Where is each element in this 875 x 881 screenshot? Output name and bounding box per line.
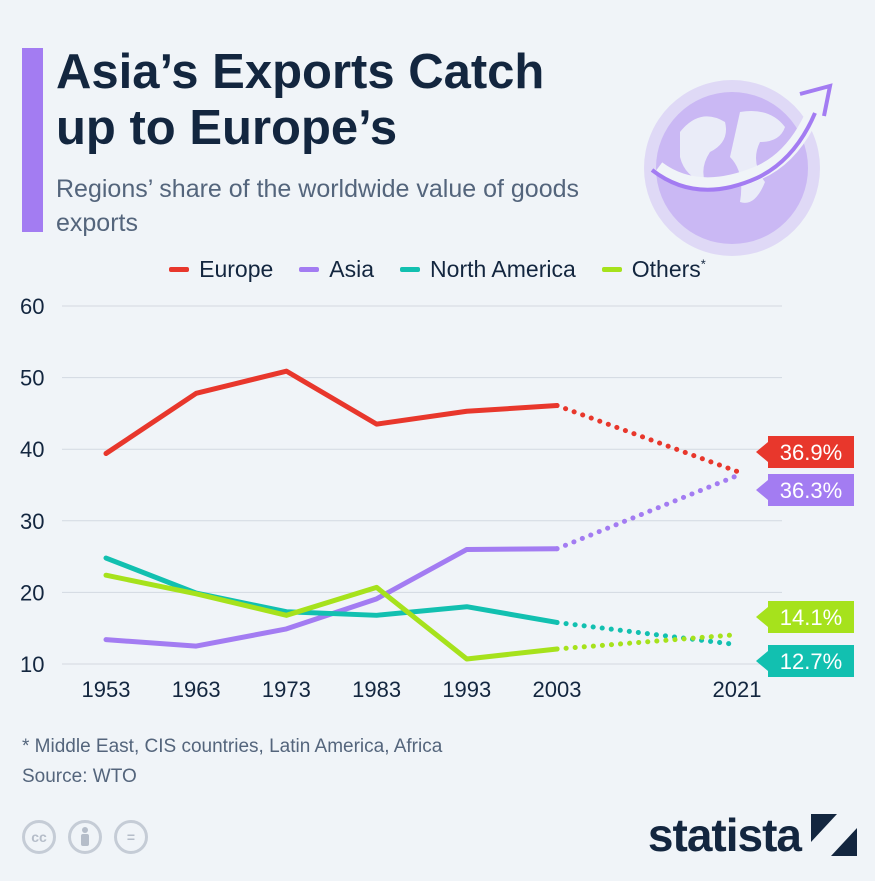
series-projection-north-america [554, 619, 740, 648]
legend-label-others: Others [631, 256, 701, 282]
globe-with-arrow-icon [644, 80, 833, 256]
chart-footnote: * Middle East, CIS countries, Latin Amer… [22, 736, 443, 757]
legend-item-asia: Asia [299, 256, 374, 283]
no-derivatives-icon[interactable]: = [114, 820, 148, 854]
y-tick-label: 10 [20, 652, 44, 677]
y-tick-label: 30 [20, 509, 44, 534]
legend-item-north-america: North America [400, 256, 576, 283]
creative-commons-icon[interactable]: cc [22, 820, 56, 854]
x-tick-label: 1993 [442, 677, 491, 702]
statista-logo-icon [811, 814, 857, 856]
end-label-europe: 36.9% [756, 436, 854, 468]
x-tick-label: 1983 [352, 677, 401, 702]
end-label-box [768, 474, 854, 506]
series-line-europe [103, 368, 560, 456]
end-label-text: 12.7% [780, 649, 842, 674]
x-tick-label: 1963 [172, 677, 221, 702]
series-line-others [103, 572, 560, 662]
legend-label-europe: Europe [199, 256, 274, 282]
legend-swatch-asia [299, 267, 320, 272]
x-tick-label: 1973 [262, 677, 311, 702]
legend-swatch-europe [169, 267, 190, 272]
chart-source: Source: WTO [22, 766, 137, 787]
end-label-pointer [756, 607, 768, 627]
x-tick-label: 2021 [713, 677, 762, 702]
brand-name: statista [647, 809, 802, 861]
y-tick-label: 40 [20, 437, 44, 462]
y-tick-label: 50 [20, 366, 44, 391]
x-tick-label: 2003 [533, 677, 582, 702]
end-label-text: 36.9% [780, 440, 842, 465]
end-label-box [768, 601, 854, 633]
y-tick-label: 60 [20, 294, 44, 319]
end-label-box [768, 436, 854, 468]
legend-swatch-others [601, 267, 622, 272]
legend-label-asia: Asia [329, 256, 375, 282]
legend-item-others: Others* [601, 256, 706, 283]
series-line-north-america [103, 555, 560, 625]
end-label-pointer [756, 651, 768, 671]
series-line-asia [103, 546, 560, 649]
page-title: Asia’s Exports Catch up to Europe’s [56, 45, 545, 155]
series-projection-others [554, 632, 740, 652]
attribution-icon[interactable] [68, 820, 102, 854]
page-subtitle: Regions’ share of the worldwide value of… [56, 175, 579, 237]
chart-legend: Europe Asia North America Others* [0, 256, 875, 283]
end-label-asia: 36.3% [756, 474, 854, 506]
statista-logo[interactable]: statista [648, 808, 857, 862]
end-label-pointer [756, 480, 768, 500]
y-tick-label: 20 [20, 580, 44, 605]
end-label-text: 36.3% [780, 478, 842, 503]
end-label-north-america: 12.7% [756, 645, 854, 677]
license-icons: cc = [22, 820, 148, 854]
end-label-box [768, 645, 854, 677]
x-tick-label: 1953 [82, 677, 131, 702]
legend-item-europe: Europe [169, 256, 273, 283]
accent-bar [22, 48, 43, 232]
end-label-pointer [756, 442, 768, 462]
line-chart: 10 20 30 40 50 60 1953 1963 1973 1983 1993 2003 2021… [20, 294, 854, 702]
legend-swatch-north-america [400, 267, 421, 272]
end-label-others: 14.1% [756, 601, 854, 633]
series-projection-asia [554, 473, 740, 552]
legend-label-north-america: North America [430, 256, 576, 282]
series-projection-europe [554, 403, 740, 474]
legend-footnote-marker: * [700, 256, 706, 272]
end-label-text: 14.1% [780, 605, 842, 630]
